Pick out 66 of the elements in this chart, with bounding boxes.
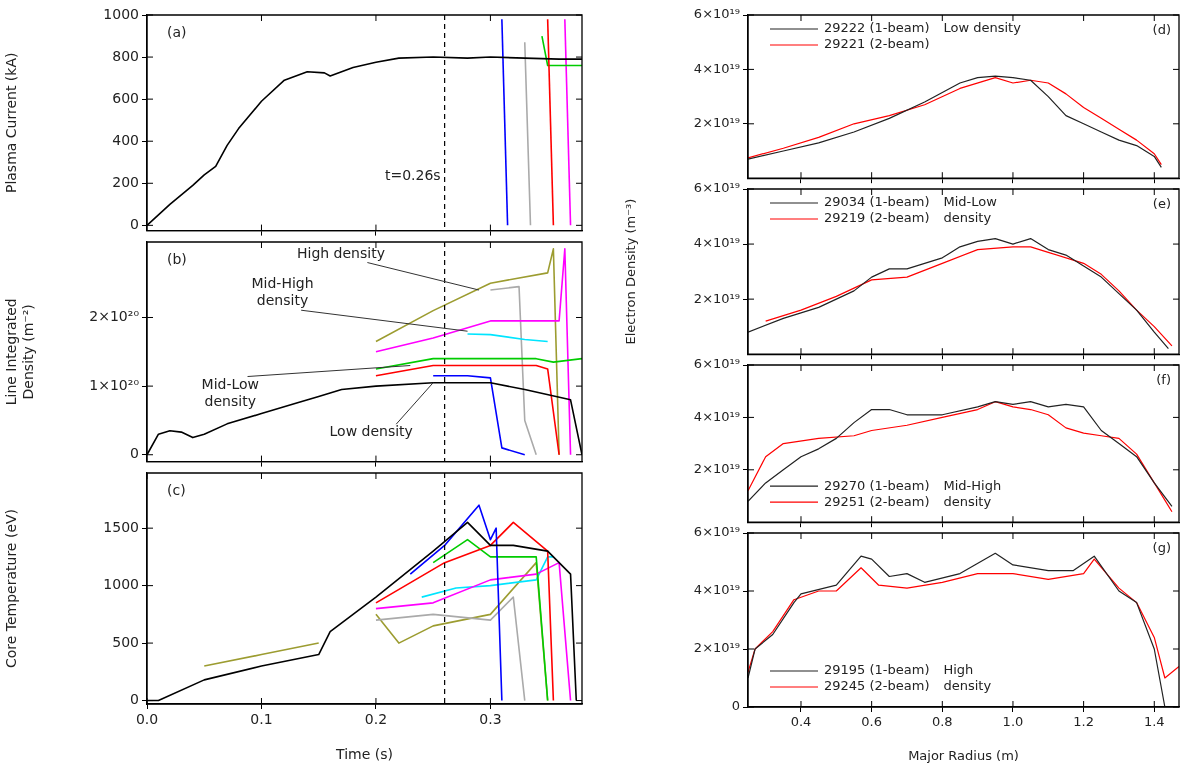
y-tick-label: 4×10¹⁹ (693, 408, 740, 424)
y-tick-label: 1000 (103, 5, 139, 22)
y-tick-label: 6×10¹⁹ (693, 524, 740, 540)
y-axis-title: Line Integrated Density (m⁻²) (3, 298, 36, 406)
legend-label: 29245 (2-beam) (824, 678, 930, 694)
legend-label: 29034 (1-beam) (824, 194, 930, 210)
y-tick-label: 0 (130, 445, 139, 462)
y-tick-label: 2×10¹⁹ (693, 115, 740, 131)
y-tick-label: 0 (130, 691, 139, 708)
x-tick-label: 1.4 (1143, 714, 1165, 730)
y-tick-label: 2×10²⁰ (89, 308, 140, 325)
annotation: Mid-Low density (201, 375, 260, 409)
ref-line-label: t=0.26s (384, 167, 441, 184)
annotation: (g) (1152, 540, 1171, 556)
y-axis-title: Plasma Current (kA) (3, 52, 20, 194)
y-tick-label: 0 (731, 698, 740, 714)
annotation: Mid-High density (943, 477, 1002, 509)
annotation: (c) (167, 481, 186, 498)
y-tick-label: 500 (112, 633, 139, 650)
annotation: High density (943, 662, 992, 694)
y-tick-label: 1×10²⁰ (89, 376, 140, 393)
y-tick-label: 600 (112, 89, 139, 106)
x-tick-label: 1.2 (1073, 714, 1094, 730)
legend-label: 29221 (2-beam) (824, 36, 930, 52)
y-tick-label: 6×10¹⁹ (693, 6, 740, 22)
x-axis-title: Time (s) (335, 746, 393, 763)
legend-label: 29222 (1-beam) (824, 20, 930, 36)
legend-label: 29251 (2-beam) (824, 493, 930, 509)
y-tick-label: 6×10¹⁹ (693, 180, 740, 196)
annotation: (a) (167, 23, 187, 40)
y-tick-label: 6×10¹⁹ (693, 356, 740, 372)
y-tick-label: 4×10¹⁹ (693, 235, 740, 251)
y-axis-title: Core Temperature (eV) (3, 508, 20, 669)
y-tick-label: 2×10¹⁹ (693, 640, 740, 656)
y-tick-label: 2×10¹⁹ (693, 290, 740, 306)
y-tick-label: 1000 (103, 576, 139, 593)
annotation: (d) (1152, 22, 1171, 38)
x-tick-label: 1.0 (1002, 714, 1024, 730)
y-tick-label: 2×10¹⁹ (693, 461, 740, 477)
x-tick-label: 0.6 (861, 714, 882, 730)
annotation: (e) (1152, 196, 1171, 212)
annotation: High density (296, 244, 385, 261)
y-axis-title: Electron Density (m⁻³) (623, 198, 639, 345)
annotation: Low density (329, 423, 413, 440)
y-tick-label: 1500 (103, 518, 139, 535)
x-tick-label: 0.4 (790, 714, 812, 730)
legend-label: 29195 (1-beam) (824, 662, 930, 678)
y-tick-label: 0 (130, 215, 139, 232)
y-tick-label: 400 (112, 131, 139, 148)
annotation: Mid-Low density (943, 194, 998, 226)
annotation: (f) (1156, 372, 1171, 388)
x-tick-label: 0.2 (364, 711, 388, 728)
annotation: Low density (943, 20, 1022, 36)
y-tick-label: 200 (112, 173, 139, 190)
annotation: Mid-High density (251, 275, 314, 309)
x-tick-label: 0.8 (931, 714, 953, 730)
annotation: (b) (167, 250, 187, 267)
x-tick-label: 0.0 (135, 711, 159, 728)
y-tick-label: 4×10¹⁹ (693, 582, 740, 598)
x-axis-title: Major Radius (m) (908, 747, 1019, 763)
legend-label: 29219 (2-beam) (824, 210, 930, 226)
x-tick-label: 0.1 (250, 711, 273, 728)
y-tick-label: 800 (112, 47, 139, 64)
y-tick-label: 4×10¹⁹ (693, 60, 740, 76)
x-tick-label: 0.3 (479, 711, 502, 728)
legend-label: 29270 (1-beam) (824, 477, 930, 493)
